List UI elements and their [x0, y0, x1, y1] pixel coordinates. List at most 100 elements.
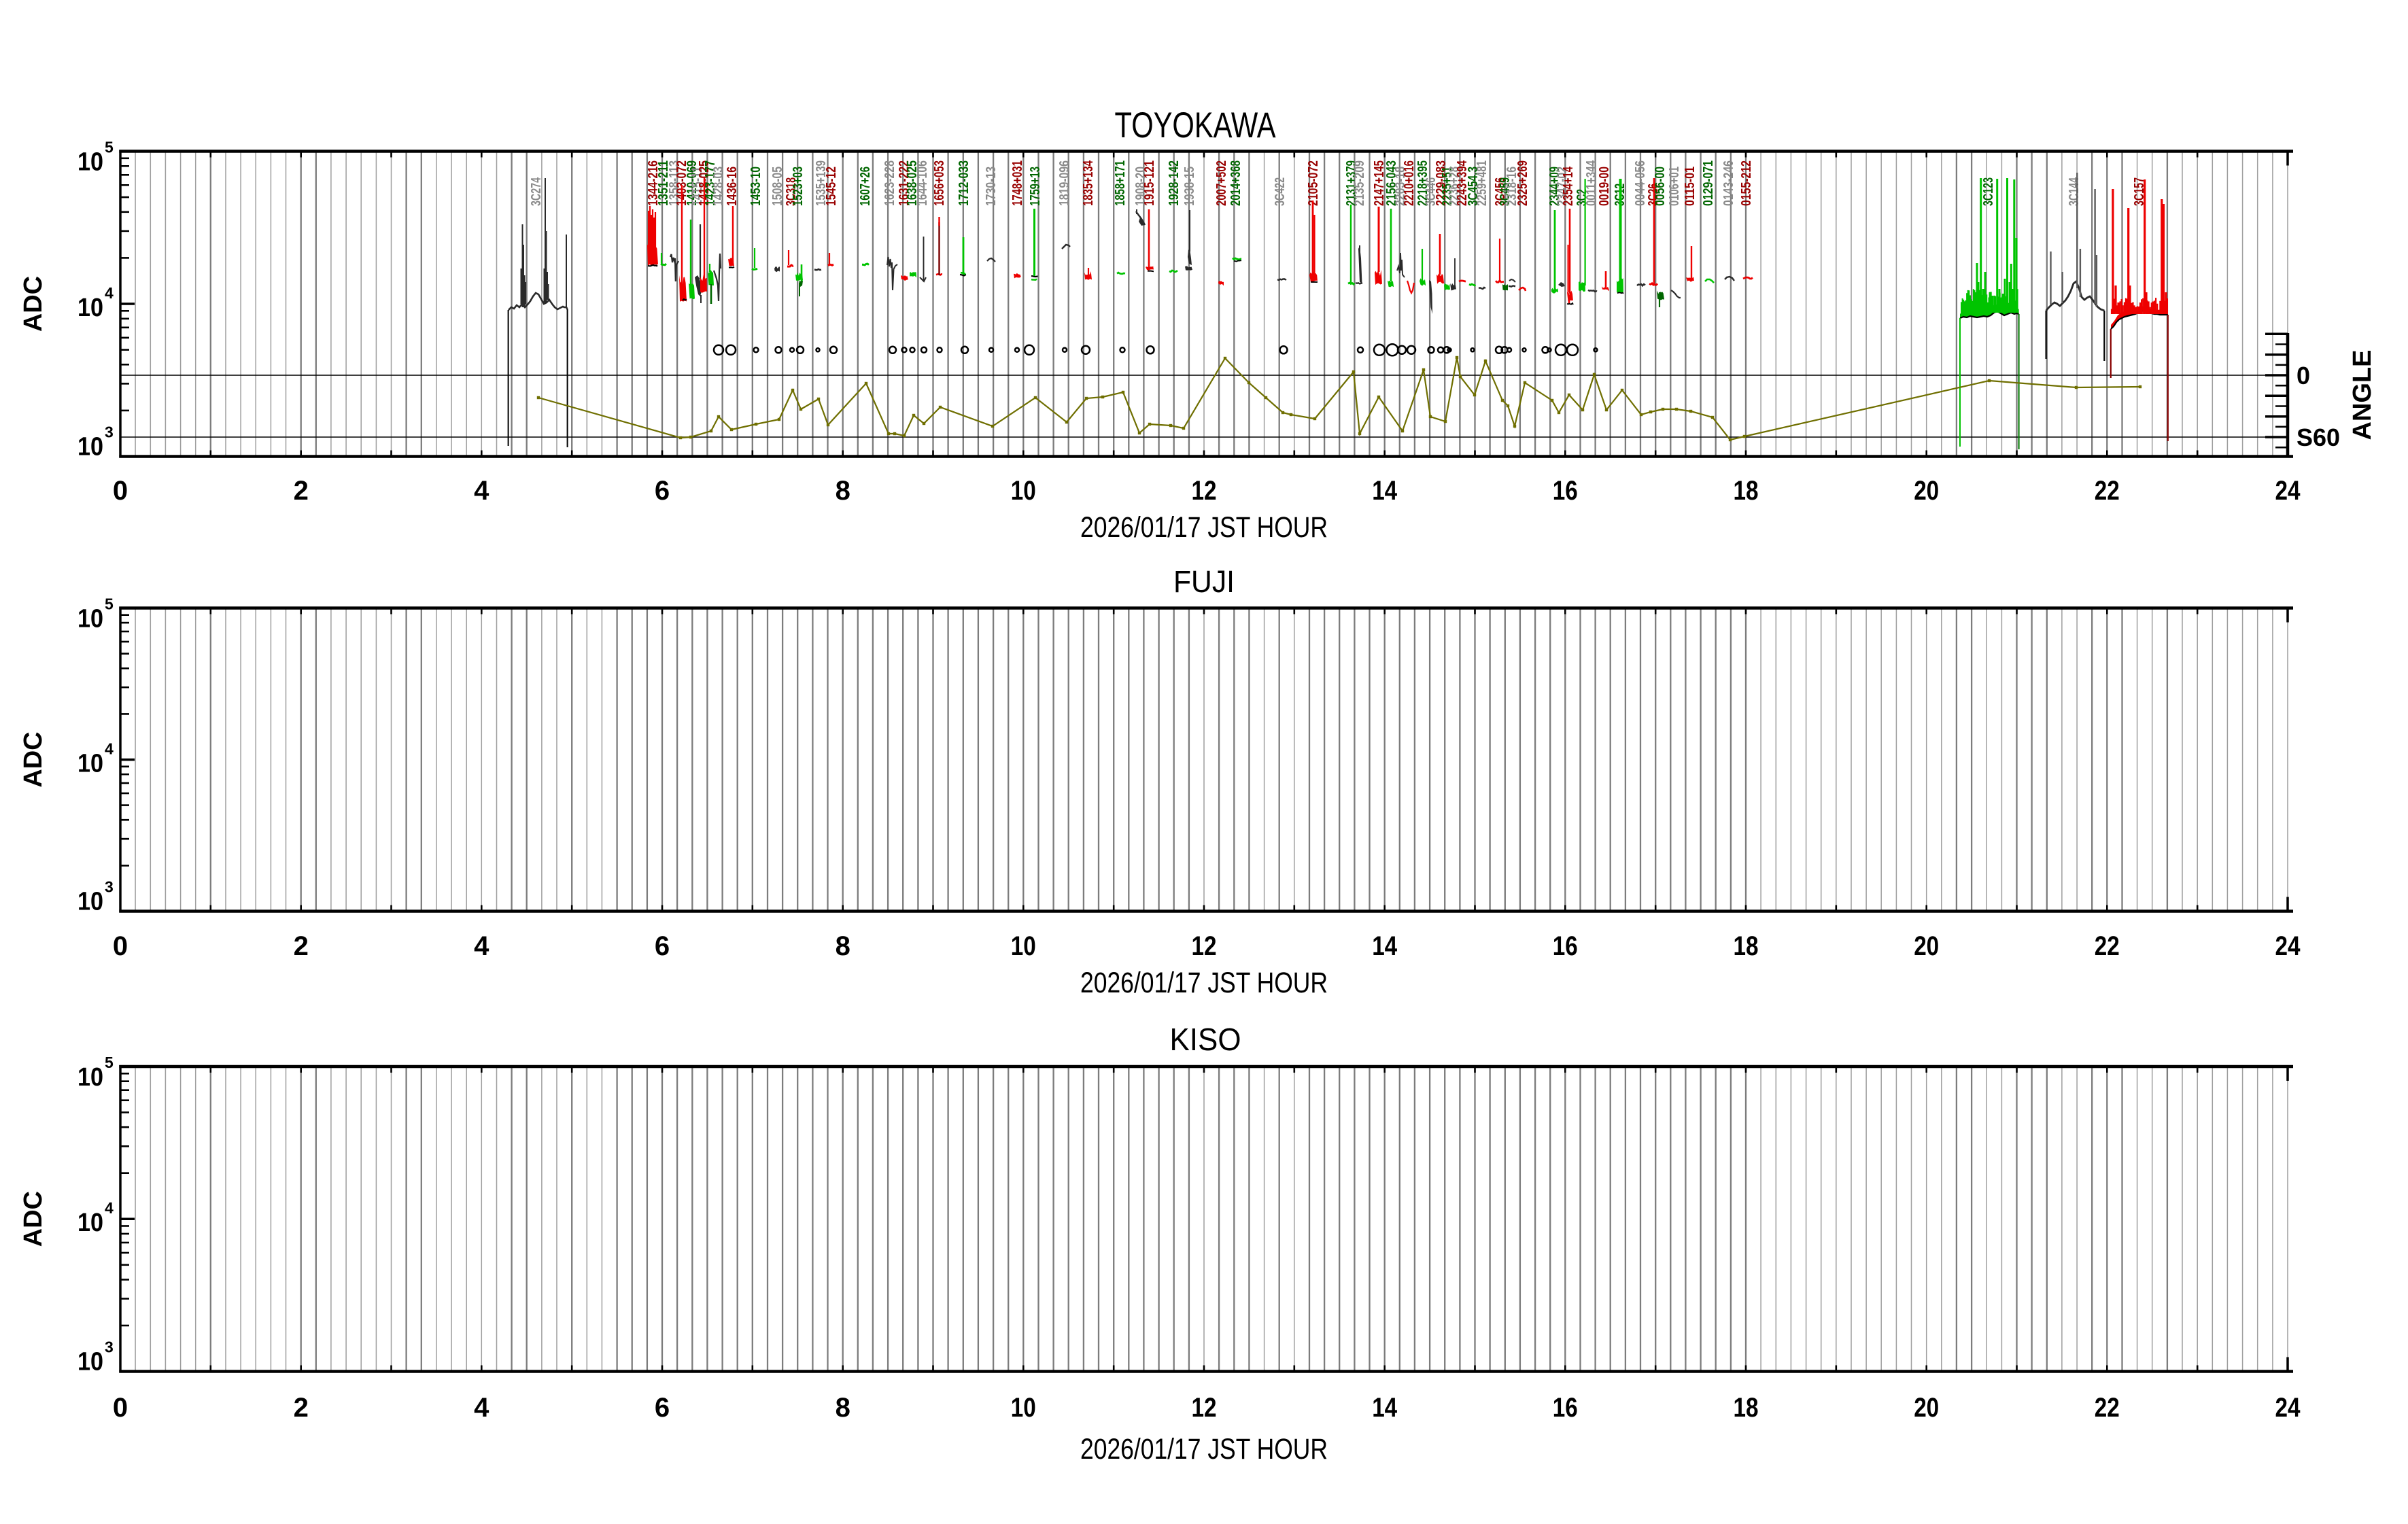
- svg-text:0056-00: 0056-00: [1652, 167, 1668, 206]
- svg-text:1428-03: 1428-03: [710, 167, 726, 206]
- svg-text:3: 3: [105, 1338, 114, 1356]
- svg-text:1523+03: 1523+03: [790, 167, 806, 206]
- svg-text:1908-20: 1908-20: [1133, 167, 1148, 206]
- svg-text:2203-18: 2203-18: [1392, 167, 1408, 206]
- svg-text:3C274: 3C274: [528, 177, 544, 206]
- svg-text:ADC: ADC: [19, 1191, 48, 1247]
- svg-text:1730-13: 1730-13: [983, 167, 999, 206]
- svg-text:10: 10: [78, 888, 103, 916]
- svg-text:0: 0: [113, 476, 128, 506]
- svg-text:5: 5: [105, 139, 114, 156]
- svg-text:1759+13: 1759+13: [1027, 167, 1043, 206]
- svg-text:2: 2: [294, 931, 309, 961]
- svg-text:1423-177: 1423-177: [702, 160, 718, 206]
- svg-text:2259+481: 2259+481: [1474, 160, 1490, 206]
- svg-text:0129-071: 0129-071: [1700, 160, 1716, 206]
- svg-text:1835+134: 1835+134: [1080, 160, 1096, 206]
- svg-text:1410-069: 1410-069: [684, 160, 700, 206]
- svg-text:2218+395: 2218+395: [1415, 160, 1430, 206]
- svg-text:4: 4: [105, 1199, 114, 1217]
- svg-text:8: 8: [836, 931, 850, 961]
- svg-text:22: 22: [2095, 1393, 2120, 1423]
- svg-text:1638-025: 1638-025: [904, 160, 920, 206]
- svg-text:1358-113: 1358-113: [666, 160, 682, 206]
- svg-text:16: 16: [1553, 476, 1578, 506]
- svg-text:0: 0: [113, 1393, 128, 1423]
- svg-text:3C157: 3C157: [2131, 177, 2147, 206]
- svg-text:1656+053: 1656+053: [931, 160, 947, 206]
- svg-text:10: 10: [78, 750, 103, 778]
- svg-text:1545-12: 1545-12: [823, 167, 839, 206]
- svg-text:4: 4: [105, 284, 114, 302]
- svg-text:6: 6: [655, 1393, 670, 1423]
- svg-text:FUJI: FUJI: [1173, 564, 1235, 599]
- svg-text:3: 3: [105, 878, 114, 896]
- svg-text:10: 10: [78, 1063, 103, 1092]
- svg-text:1351-211: 1351-211: [655, 160, 671, 206]
- svg-text:10: 10: [78, 294, 103, 322]
- svg-text:20: 20: [1914, 1393, 1939, 1423]
- svg-text:10: 10: [78, 605, 103, 634]
- svg-text:18: 18: [1734, 1393, 1759, 1423]
- svg-text:16: 16: [1553, 931, 1578, 961]
- svg-text:14: 14: [1372, 931, 1398, 961]
- svg-text:5: 5: [105, 595, 114, 613]
- svg-text:2147+145: 2147+145: [1371, 160, 1387, 206]
- svg-text:18: 18: [1734, 931, 1759, 961]
- svg-text:ANGLE: ANGLE: [2348, 350, 2377, 440]
- svg-text:6: 6: [655, 476, 670, 506]
- svg-text:2347-02: 2347-02: [1554, 167, 1570, 206]
- svg-text:2026/01/17 JST HOUR: 2026/01/17 JST HOUR: [1080, 967, 1328, 999]
- svg-text:20: 20: [1914, 476, 1939, 506]
- svg-text:1631-222: 1631-222: [896, 160, 912, 206]
- svg-text:1644-106: 1644-106: [914, 160, 930, 206]
- svg-text:4: 4: [474, 1393, 489, 1423]
- svg-text:2: 2: [294, 1393, 309, 1423]
- svg-text:2026/01/17 JST HOUR: 2026/01/17 JST HOUR: [1080, 511, 1328, 544]
- svg-text:0155-212: 0155-212: [1738, 160, 1754, 206]
- svg-text:2325+269: 2325+269: [1515, 160, 1530, 206]
- svg-text:1928-142: 1928-142: [1166, 160, 1182, 206]
- svg-text:2105-072: 2105-072: [1305, 160, 1321, 206]
- svg-text:18: 18: [1734, 476, 1759, 506]
- svg-text:3C454.3: 3C454.3: [1465, 167, 1481, 206]
- svg-text:12: 12: [1192, 1393, 1217, 1423]
- svg-text:20: 20: [1914, 931, 1939, 961]
- svg-text:2014+368: 2014+368: [1228, 160, 1243, 206]
- svg-text:10: 10: [1011, 931, 1036, 961]
- svg-text:4: 4: [474, 476, 489, 506]
- svg-text:1819-096: 1819-096: [1056, 160, 1072, 206]
- svg-text:3C459: 3C459: [1497, 177, 1513, 206]
- svg-text:KISO: KISO: [1170, 1022, 1241, 1057]
- svg-text:1607+26: 1607+26: [857, 167, 873, 206]
- svg-text:2344+09: 2344+09: [1547, 167, 1562, 206]
- svg-text:2131+379: 2131+379: [1343, 160, 1359, 206]
- svg-text:0011+344: 0011+344: [1583, 160, 1599, 206]
- svg-text:10: 10: [1011, 1393, 1036, 1423]
- svg-text:1938-15: 1938-15: [1182, 167, 1197, 206]
- svg-text:10: 10: [1011, 476, 1036, 506]
- svg-text:3C26: 3C26: [1645, 184, 1661, 206]
- svg-text:1535+139: 1535+139: [813, 160, 829, 206]
- svg-text:2236+28: 2236+28: [1446, 167, 1462, 206]
- svg-text:16: 16: [1553, 1393, 1578, 1423]
- svg-text:3C144: 3C144: [2066, 177, 2082, 206]
- svg-text:1623-228: 1623-228: [882, 160, 897, 206]
- svg-text:3C456: 3C456: [1492, 177, 1508, 206]
- svg-text:12: 12: [1192, 931, 1217, 961]
- svg-text:0044-056: 0044-056: [1632, 160, 1648, 206]
- svg-text:1415-11: 1415-11: [689, 167, 705, 206]
- svg-text:10: 10: [78, 148, 103, 177]
- svg-text:8: 8: [836, 1393, 850, 1423]
- svg-text:0019-00: 0019-00: [1596, 167, 1612, 206]
- svg-text:10: 10: [78, 433, 103, 462]
- svg-text:24: 24: [2275, 476, 2301, 506]
- svg-text:3C318: 3C318: [783, 177, 799, 206]
- svg-text:0143-246: 0143-246: [1721, 160, 1736, 206]
- svg-text:2135-209: 2135-209: [1352, 160, 1367, 206]
- svg-text:3C446: 3C446: [1423, 177, 1439, 206]
- svg-text:0: 0: [2297, 362, 2310, 389]
- svg-text:2: 2: [294, 476, 309, 506]
- svg-text:1453-10: 1453-10: [748, 167, 763, 206]
- svg-text:1712-033: 1712-033: [956, 160, 971, 206]
